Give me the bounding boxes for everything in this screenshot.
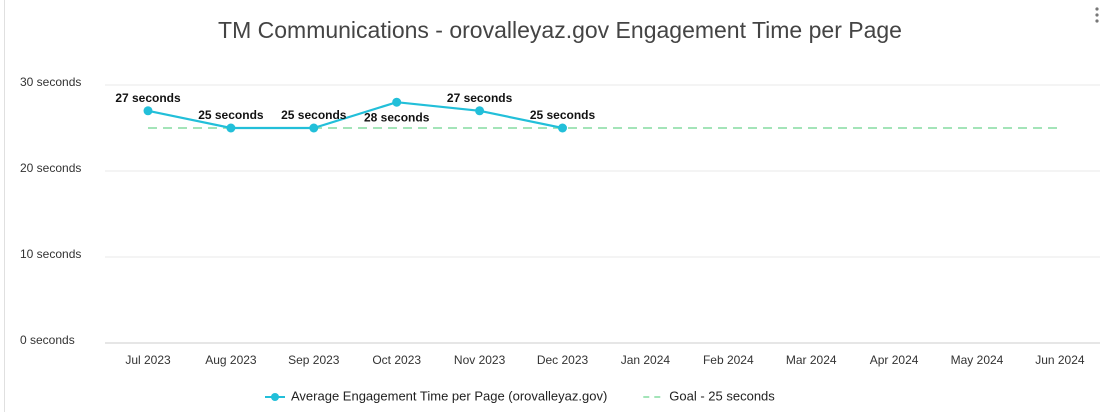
x-tick-label: Apr 2024 (870, 353, 919, 367)
data-point (226, 123, 236, 133)
x-tick-label: Aug 2023 (205, 353, 257, 367)
data-label: 27 seconds (447, 91, 513, 105)
x-tick-label: Jun 2024 (1035, 353, 1085, 367)
x-tick-label: Oct 2023 (372, 353, 421, 367)
y-tick-label: 20 seconds (20, 161, 81, 175)
data-point (558, 123, 567, 133)
x-tick-label: Feb 2024 (703, 353, 754, 367)
data-point (475, 106, 485, 116)
menu-icon[interactable] (1095, 7, 1099, 23)
menu-dot[interactable] (1095, 13, 1099, 17)
x-tick-label: Dec 2023 (537, 353, 589, 367)
data-point (392, 97, 402, 107)
x-tick-label: Jul 2023 (125, 353, 171, 367)
menu-dot[interactable] (1095, 7, 1099, 11)
y-tick-label: 10 seconds (20, 247, 81, 261)
y-tick-label: 0 seconds (20, 333, 75, 347)
series-line (147, 101, 563, 130)
legend-marker (271, 393, 279, 401)
x-tick-label: Nov 2023 (454, 353, 506, 367)
menu-dot[interactable] (1095, 19, 1099, 23)
chart-title: TM Communications - orovalleyaz.gov Enga… (218, 17, 902, 43)
y-tick-label: 30 seconds (20, 75, 81, 89)
x-tick-label: May 2024 (951, 353, 1004, 367)
data-label: 25 seconds (198, 108, 264, 122)
legend-label: Goal - 25 seconds (669, 388, 775, 403)
data-point (309, 123, 319, 133)
data-point (143, 106, 153, 116)
data-label: 25 seconds (530, 108, 596, 122)
data-label: 27 seconds (115, 91, 181, 105)
legend-label: Average Engagement Time per Page (oroval… (291, 388, 607, 403)
x-tick-label: Mar 2024 (786, 353, 837, 367)
x-tick-label: Jan 2024 (621, 353, 671, 367)
x-tick-label: Sep 2023 (288, 353, 340, 367)
data-label: 25 seconds (281, 108, 347, 122)
data-label: 28 seconds (364, 110, 430, 124)
